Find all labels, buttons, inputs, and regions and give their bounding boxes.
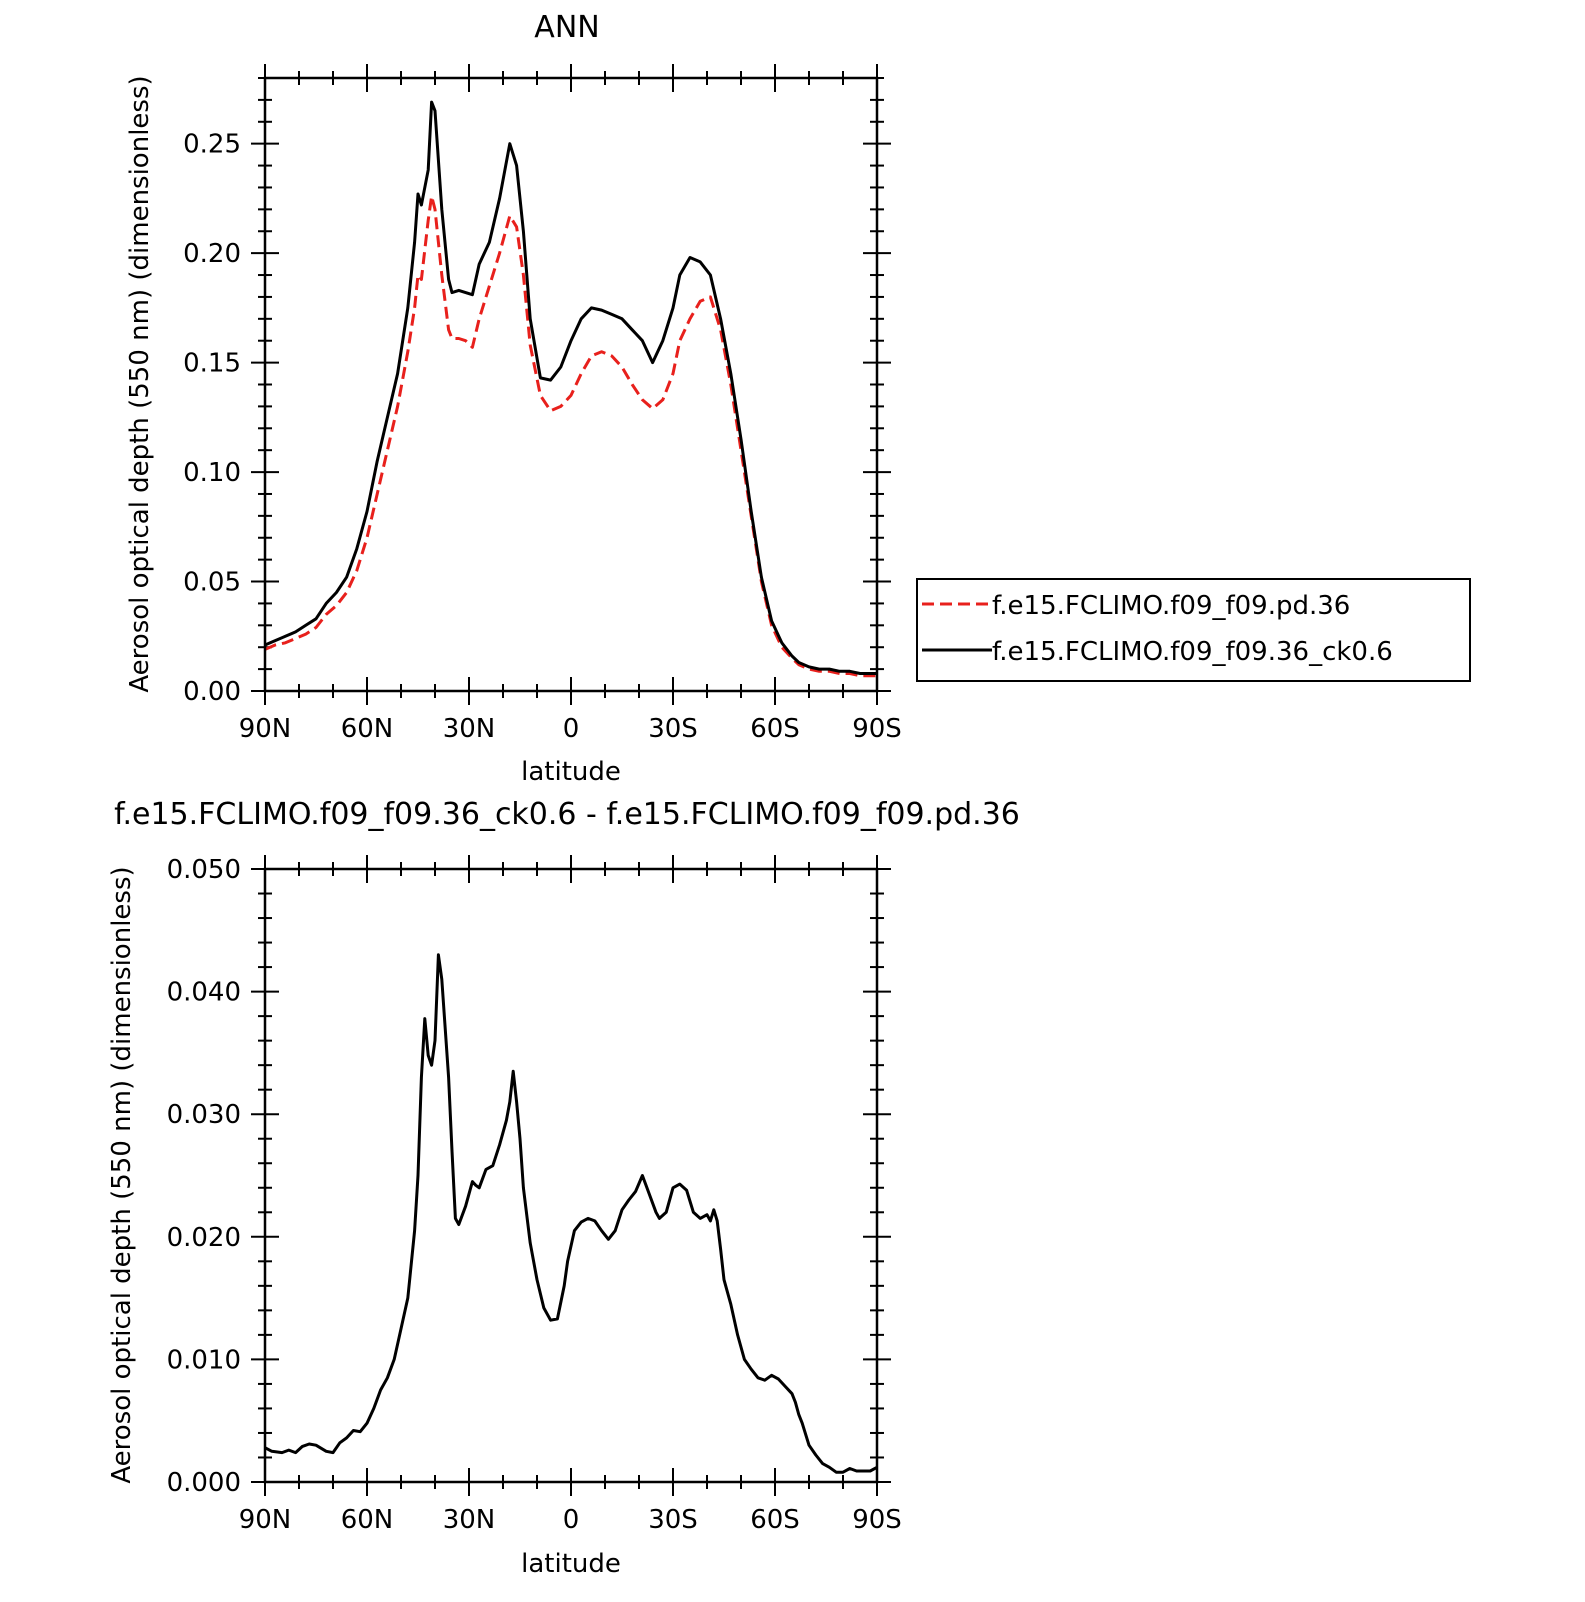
x-tick-label: 90N	[239, 714, 292, 744]
y-tick-label: 0.05	[183, 568, 241, 598]
x-tick-label: 30S	[648, 1505, 698, 1535]
x-tick-label: 0	[563, 714, 580, 744]
x-tick-label: 60S	[750, 1505, 800, 1535]
series-line-test	[264, 100, 877, 675]
x-tick-label: 30S	[648, 714, 698, 744]
top-panel: ANN 0.00 0.05 0.10 0.15 0.20 0.25 90N 60N 30N 0 3…	[125, 10, 902, 787]
x-tick-label: 90S	[852, 1505, 902, 1535]
top-y-axis-title: Aerosol optical depth (550 nm) (dimensio…	[125, 75, 155, 692]
x-tick-label: 30N	[443, 714, 496, 744]
y-tick-label: 0.010	[167, 1345, 241, 1375]
legend: f.e15.FCLIMO.f09_f09.pd.36 f.e15.FCLIMO.…	[916, 578, 1471, 682]
bottom-series-lines	[264, 953, 878, 1474]
top-axis-ticks	[251, 64, 891, 705]
top-x-tick-labels: 90N 60N 30N 0 30S 60S 90S	[239, 714, 902, 744]
bottom-x-axis-title: latitude	[521, 1549, 621, 1579]
y-tick-label: 0.050	[167, 855, 241, 885]
bottom-x-tick-labels: 90N 60N 30N 0 30S 60S 90S	[239, 1505, 902, 1535]
y-tick-label: 0.25	[183, 130, 241, 160]
top-y-tick-labels: 0.00 0.05 0.10 0.15 0.20 0.25	[183, 130, 241, 707]
x-tick-label: 60N	[341, 714, 394, 744]
y-tick-label: 0.000	[167, 1468, 241, 1498]
series-line-control	[264, 194, 877, 678]
x-tick-label: 90N	[239, 1505, 292, 1535]
bottom-y-tick-labels: 0.000 0.010 0.020 0.030 0.040 0.050	[167, 855, 241, 1498]
bottom-chart-title: f.e15.FCLIMO.f09_f09.36_ck0.6 - f.e15.FC…	[114, 797, 1020, 832]
legend-box	[916, 578, 1471, 682]
top-chart-title: ANN	[534, 10, 599, 45]
x-tick-label: 90S	[852, 714, 902, 744]
x-tick-label: 0	[563, 1505, 580, 1535]
top-plot-frame	[263, 76, 879, 693]
bottom-panel: f.e15.FCLIMO.f09_f09.36_ck0.6 - f.e15.FC…	[107, 797, 1020, 1579]
legend-label-test: f.e15.FCLIMO.f09_f09.36_ck0.6	[992, 637, 1393, 667]
y-tick-label: 0.030	[167, 1100, 241, 1130]
y-tick-label: 0.20	[183, 239, 241, 269]
top-series-lines	[264, 100, 877, 678]
legend-label-control: f.e15.FCLIMO.f09_f09.pd.36	[992, 591, 1350, 621]
y-tick-label: 0.00	[183, 677, 241, 707]
bottom-y-axis-title: Aerosol optical depth (550 nm) (dimensio…	[107, 866, 137, 1483]
x-tick-label: 30N	[443, 1505, 496, 1535]
y-tick-label: 0.15	[183, 349, 241, 379]
x-tick-label: 60S	[750, 714, 800, 744]
bottom-plot-frame	[263, 867, 879, 1484]
y-tick-label: 0.020	[167, 1223, 241, 1253]
y-tick-label: 0.10	[183, 458, 241, 488]
series-line-test	[264, 953, 878, 1474]
x-tick-label: 60N	[341, 1505, 394, 1535]
y-tick-label: 0.040	[167, 978, 241, 1008]
top-x-axis-title: latitude	[521, 757, 621, 787]
